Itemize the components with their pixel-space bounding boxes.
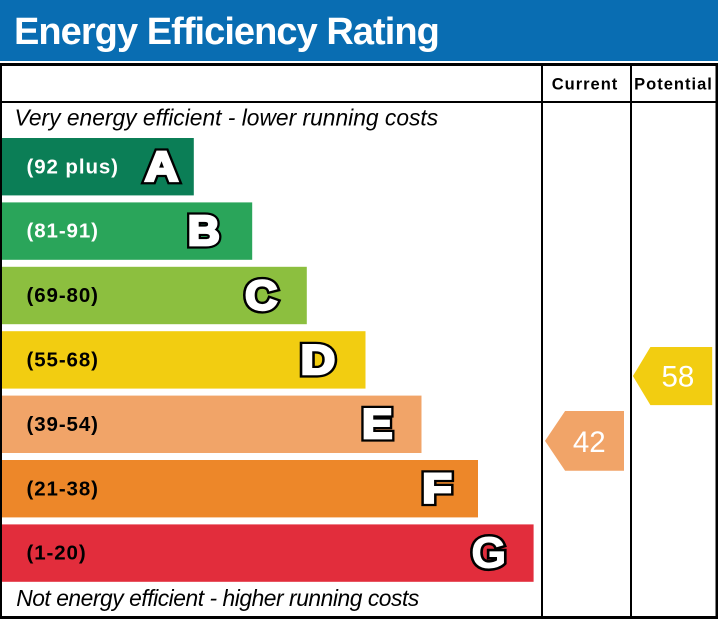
- svg-text:C: C: [245, 273, 277, 319]
- svg-text:A: A: [145, 144, 178, 191]
- svg-text:F: F: [422, 465, 451, 512]
- svg-text:B: B: [188, 208, 220, 255]
- svg-text:G: G: [471, 529, 506, 577]
- svg-text:Energy Efficiency Rating: Energy Efficiency Rating: [14, 11, 439, 53]
- svg-text:(92 plus): (92 plus): [27, 155, 119, 178]
- svg-text:D: D: [301, 336, 336, 384]
- svg-text:(81-91): (81-91): [27, 220, 99, 243]
- svg-text:(21-38): (21-38): [27, 477, 99, 500]
- svg-text:Potential: Potential: [634, 76, 713, 94]
- svg-text:E: E: [362, 401, 392, 448]
- svg-text:F: F: [422, 465, 451, 512]
- svg-text:(39-54): (39-54): [27, 413, 99, 436]
- svg-text:A: A: [145, 144, 178, 191]
- svg-text:B: B: [188, 208, 220, 255]
- svg-text:G: G: [471, 529, 506, 577]
- svg-text:D: D: [301, 336, 336, 384]
- svg-text:42: 42: [573, 426, 606, 459]
- svg-text:Not energy efficient - higher: Not energy efficient - higher running co…: [16, 585, 419, 611]
- svg-text:58: 58: [661, 360, 694, 393]
- svg-text:Very energy efficient - lower: Very energy efficient - lower running co…: [15, 105, 439, 131]
- svg-text:E: E: [362, 401, 392, 448]
- svg-text:(69-80): (69-80): [27, 284, 99, 307]
- svg-text:(55-68): (55-68): [27, 349, 99, 372]
- svg-text:Current: Current: [552, 76, 619, 94]
- svg-text:(1-20): (1-20): [27, 542, 87, 565]
- svg-text:C: C: [245, 273, 277, 319]
